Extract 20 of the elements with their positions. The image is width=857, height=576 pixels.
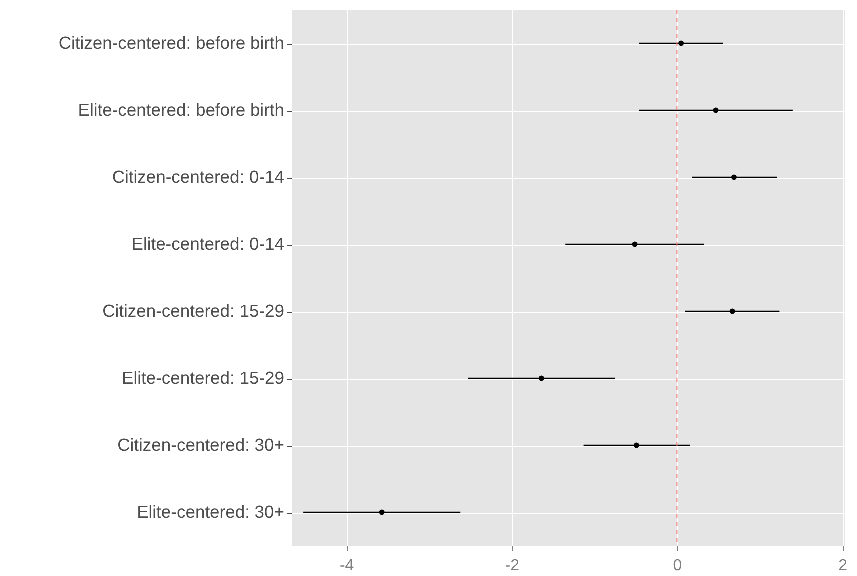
y-tick-label: Citizen-centered: before birth xyxy=(58,33,284,53)
point xyxy=(632,242,638,248)
y-tick-label: Citizen-centered: 0-14 xyxy=(112,167,285,187)
x-tick-label: -2 xyxy=(505,558,520,574)
y-tick-label: Elite-centered: 15-29 xyxy=(122,368,284,388)
y-tick-label: Elite-centered: 0-14 xyxy=(132,234,285,254)
x-tick-label: -4 xyxy=(340,558,354,574)
y-tick-label: Elite-centered: 30+ xyxy=(137,502,284,522)
y-tick-label: Elite-centered: before birth xyxy=(78,100,284,120)
point xyxy=(379,510,385,516)
point xyxy=(731,174,737,180)
x-tick-label: 0 xyxy=(673,558,682,574)
point xyxy=(634,442,640,448)
x-tick-label: 2 xyxy=(838,558,848,574)
y-tick-label: Citizen-centered: 15-29 xyxy=(102,301,284,321)
point xyxy=(713,108,719,114)
point xyxy=(678,40,684,46)
point xyxy=(538,376,544,382)
y-tick-label: Citizen-centered: 30+ xyxy=(118,435,284,455)
point xyxy=(730,308,736,314)
